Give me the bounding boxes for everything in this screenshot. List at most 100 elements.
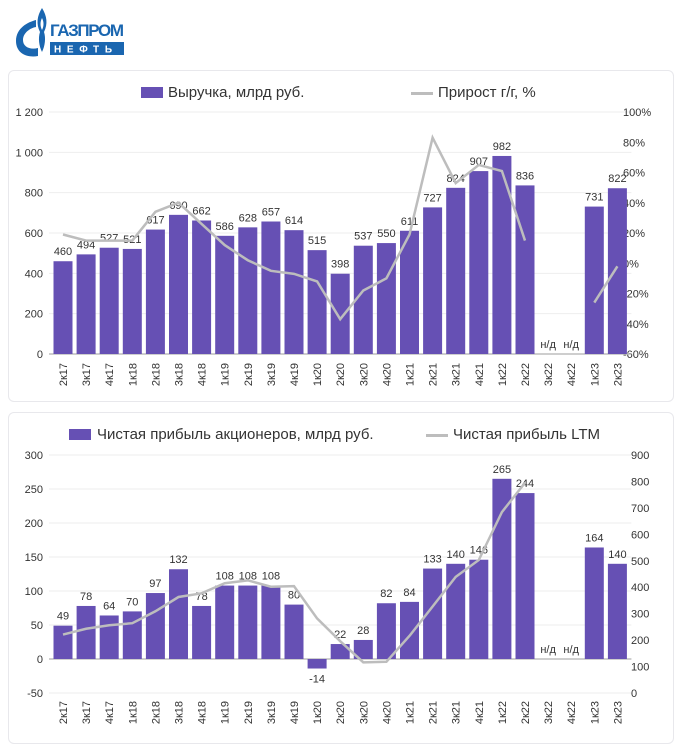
bar [376,603,396,659]
x-axis-tick: 4к21 [474,363,486,386]
bar [423,568,443,659]
bar-data-label: 64 [103,600,115,612]
x-axis-tick: 1к19 [220,701,232,724]
revenue-chart: 0 200 400 600 800 1 000 1 200 -60% -40% -20% 0% 20%… [15,107,651,386]
x-axis-tick: 3к17 [81,363,93,386]
x-axis-tick: 4к22 [566,701,578,724]
bar-data-label: 690 [169,200,187,212]
bar-data-label: 537 [354,231,372,243]
missing-label: н/д [563,644,579,656]
right-axis-tick: 0% [623,258,639,270]
left-axis-tick: 200 [25,518,43,530]
right-axis-tick: 100 [631,662,649,674]
bar-data-label: 140 [447,549,465,561]
bar [469,559,489,659]
bar-data-label: 822 [608,173,626,185]
left-axis-tick: 200 [25,309,43,321]
x-axis-tick: 3к20 [358,701,370,724]
x-axis-tick: 2к18 [150,363,162,386]
bar [353,245,373,354]
left-axis-tick: 0 [37,654,43,666]
left-axis-tick: -50 [27,688,43,700]
x-axis-tick: 1к20 [312,701,324,724]
right-axis-tick: -40% [623,319,649,331]
bar [76,254,96,354]
x-axis-tick: 2к23 [612,363,624,386]
bar-data-label: 982 [493,141,511,153]
net-income-chart: -50 0 50 100 150 200 250 300 0 100 200 300 400 500 600… [25,450,650,724]
flame-logo-icon: ГАЗПРОМ НЕФТЬ [16,8,124,57]
bar-data-label: 614 [285,215,303,227]
bar-data-label: 515 [308,235,326,247]
x-axis-tick: 3к19 [266,701,278,724]
bar [215,235,235,354]
x-axis-tick: 3к21 [451,701,463,724]
x-axis-tick: 4к19 [289,363,301,386]
bar-data-label: 611 [401,216,419,228]
bar-data-label: 731 [585,192,603,204]
legend-bar-swatch [69,429,91,440]
legend-net-income: Чистая прибыль акционеров, млрд руб. [97,426,374,443]
x-axis-tick: 3к18 [174,701,186,724]
x-axis-tick: 2к23 [612,701,624,724]
bar-data-label: 628 [239,212,257,224]
right-axis-tick: 900 [631,450,649,462]
x-axis-tick: 1к18 [127,701,139,724]
x-axis-tick: 2к22 [520,363,532,386]
missing-label: н/д [540,339,556,351]
bar [307,250,327,354]
x-axis-tick: 1к21 [405,701,417,724]
left-axis-tick: 150 [25,552,43,564]
right-axis-tick: 300 [631,609,649,621]
bar [192,220,212,354]
bar-data-label: 49 [57,611,69,623]
legend-revenue: Выручка, млрд руб. [168,84,305,101]
legend-ltm: Чистая прибыль LTM [453,426,601,443]
right-axis-tick: 80% [623,137,645,149]
bar [330,644,350,659]
bar [238,227,258,354]
bar [99,615,119,659]
bar [330,273,350,354]
bar [584,547,604,659]
line-series [62,134,527,322]
missing-label: н/д [540,644,556,656]
x-axis-tick: 1к19 [220,363,232,386]
x-axis-tick: 2к18 [150,701,162,724]
bar [169,569,188,659]
left-axis-tick: 0 [37,349,43,361]
bar [423,207,443,354]
bar-data-label: 22 [334,629,346,641]
x-axis-tick: 4к22 [566,363,578,386]
x-axis-tick: 1к22 [497,701,509,724]
left-axis-tick: 100 [25,586,43,598]
right-axis-tick: 500 [631,556,649,568]
x-axis-tick: 4к18 [197,701,209,724]
bar [307,659,327,669]
bar-data-label: 70 [126,596,138,608]
bar [607,563,627,659]
x-axis-tick: 4к20 [381,701,393,724]
x-axis-tick: 4к17 [104,363,116,386]
bar-data-label: 836 [516,170,534,182]
bar-data-label: 494 [77,239,95,251]
x-axis-tick: 4к18 [197,363,209,386]
bar [145,229,165,354]
bar-data-label: 108 [216,571,234,583]
bar-data-label: 140 [608,549,626,561]
bar-data-label: 662 [192,205,210,217]
x-axis-tick: 2к21 [428,701,440,724]
x-axis-tick: 3к17 [81,701,93,724]
right-axis-tick: 200 [631,635,649,647]
bar [515,493,535,659]
x-axis-tick: 2к17 [58,701,70,724]
bar-data-label: 80 [288,590,300,602]
logo-text-gazprom: ГАЗПРОМ [50,21,124,40]
x-axis-tick: 3к18 [174,363,186,386]
bar [215,585,235,659]
left-axis-tick: 600 [25,228,43,240]
bar [99,247,119,354]
legend-growth: Прирост г/г, % [438,84,536,101]
right-axis-tick: 20% [623,228,645,240]
x-axis-tick: 2к20 [335,363,347,386]
